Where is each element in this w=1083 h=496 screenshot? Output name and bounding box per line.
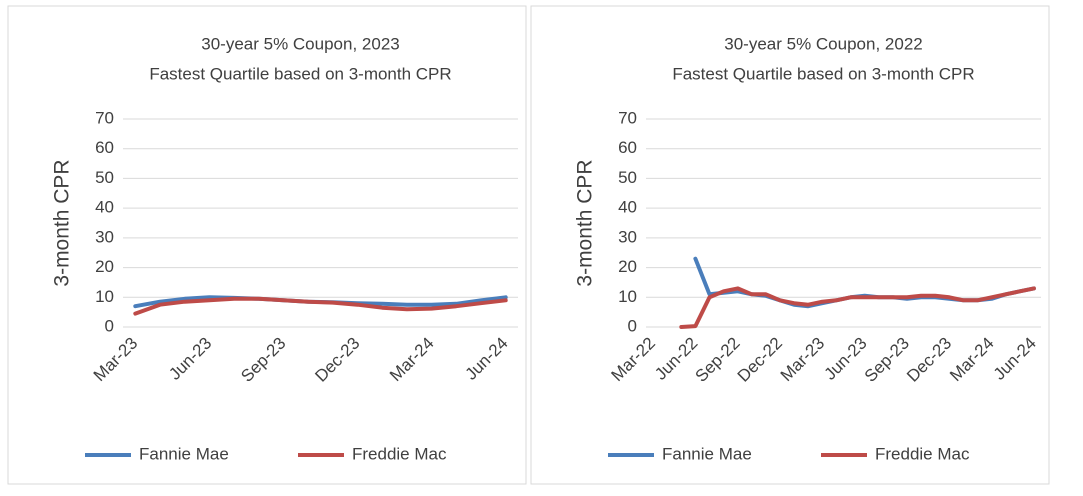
x-tick-label: Mar-23 xyxy=(90,334,142,386)
x-tick-label: Dec-22 xyxy=(734,334,786,386)
y-tick-label: 30 xyxy=(95,227,114,246)
y-tick-label: 0 xyxy=(105,316,114,335)
x-tick-label: Jun-23 xyxy=(165,334,215,384)
chart-subtitle: Fastest Quartile based on 3-month CPR xyxy=(672,64,974,83)
y-tick-label: 40 xyxy=(618,198,637,217)
y-tick-label: 20 xyxy=(95,257,114,276)
x-tick-label: Jun-24 xyxy=(461,334,511,384)
legend-label: Freddie Mac xyxy=(875,444,970,463)
x-tick-label: Sep-23 xyxy=(861,334,913,386)
x-tick-label: Jun-22 xyxy=(651,334,701,384)
x-tick-label: Sep-22 xyxy=(691,334,743,386)
x-tick-label: Jun-23 xyxy=(820,334,870,384)
y-tick-label: 70 xyxy=(618,108,637,127)
legend-label: Fannie Mae xyxy=(662,444,752,463)
x-tick-label: Mar-24 xyxy=(946,334,998,386)
x-tick-label: Dec-23 xyxy=(903,334,955,386)
y-tick-label: 30 xyxy=(618,227,637,246)
x-tick-label: Dec-23 xyxy=(311,334,363,386)
y-tick-label: 70 xyxy=(95,108,114,127)
y-axis-label: 3-month CPR xyxy=(51,159,74,286)
y-tick-label: 60 xyxy=(618,138,637,157)
panel-border xyxy=(7,5,527,485)
y-tick-label: 20 xyxy=(618,257,637,276)
x-tick-label: Sep-23 xyxy=(237,334,289,386)
y-tick-label: 50 xyxy=(95,168,114,187)
chart-subtitle: Fastest Quartile based on 3-month CPR xyxy=(149,64,451,83)
legend-label: Fannie Mae xyxy=(139,444,229,463)
chart-title: 30-year 5% Coupon, 2023 xyxy=(201,34,399,53)
legend-label: Freddie Mac xyxy=(352,444,447,463)
x-tick-label: Mar-22 xyxy=(608,334,660,386)
y-tick-label: 40 xyxy=(95,198,114,217)
y-tick-label: 10 xyxy=(618,287,637,306)
y-tick-label: 50 xyxy=(618,168,637,187)
chart-title: 30-year 5% Coupon, 2022 xyxy=(724,34,922,53)
x-tick-label: Jun-24 xyxy=(990,334,1040,384)
y-tick-label: 0 xyxy=(628,316,637,335)
x-tick-label: Mar-24 xyxy=(386,334,438,386)
data-line xyxy=(133,296,508,316)
y-axis-label: 3-month CPR xyxy=(574,159,597,286)
data-line xyxy=(679,286,1036,329)
y-tick-label: 10 xyxy=(95,287,114,306)
x-tick-label: Mar-23 xyxy=(777,334,829,386)
panel-border xyxy=(530,5,1050,485)
y-tick-label: 60 xyxy=(95,138,114,157)
